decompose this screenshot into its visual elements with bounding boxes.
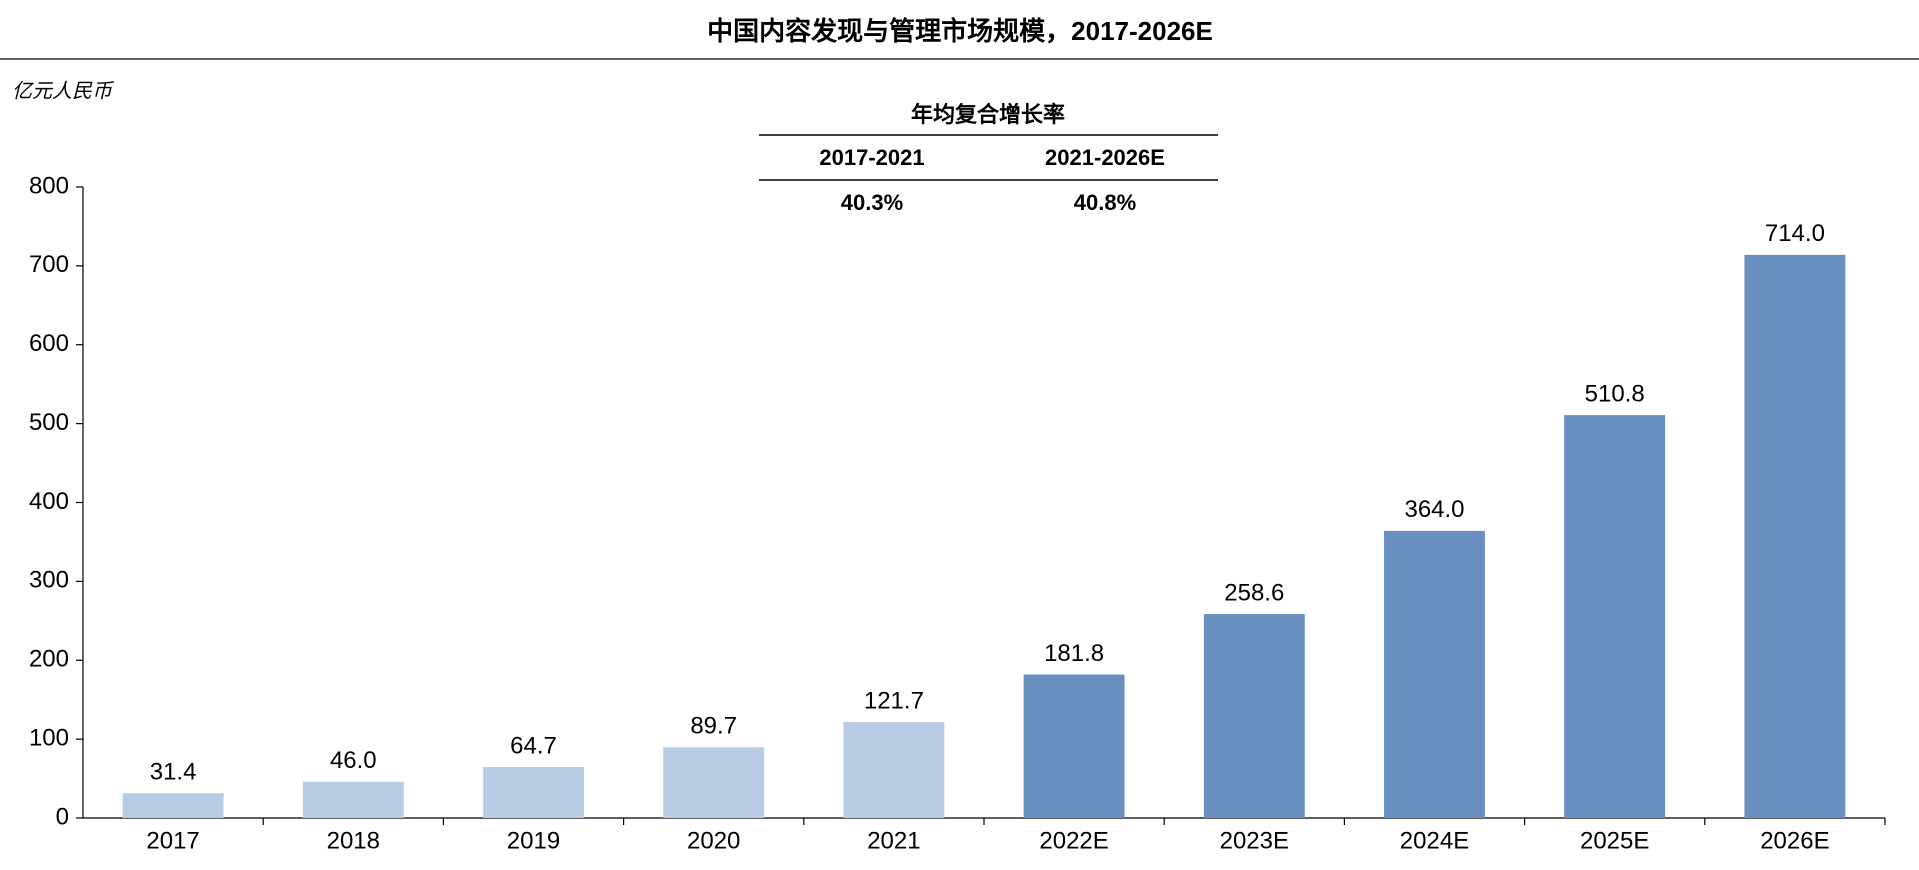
x-tick-label: 2023E bbox=[1220, 827, 1289, 854]
bar bbox=[122, 793, 224, 818]
y-tick-label: 100 bbox=[29, 724, 69, 751]
y-tick-label: 700 bbox=[29, 251, 69, 278]
bar bbox=[302, 781, 404, 818]
x-tick-label: 2021 bbox=[867, 827, 920, 854]
y-tick-label: 500 bbox=[29, 409, 69, 436]
y-tick-label: 800 bbox=[29, 172, 69, 199]
value-label: 31.4 bbox=[150, 759, 197, 786]
bar bbox=[1744, 254, 1846, 818]
cagr-value: 40.3% bbox=[841, 190, 903, 215]
value-label: 714.0 bbox=[1765, 220, 1825, 247]
x-tick-label: 2022E bbox=[1039, 827, 1108, 854]
value-label: 64.7 bbox=[510, 732, 557, 759]
x-tick-label: 2024E bbox=[1400, 827, 1469, 854]
cagr-title: 年均复合增长率 bbox=[911, 102, 1065, 127]
bar bbox=[1023, 674, 1125, 818]
x-tick-label: 2026E bbox=[1760, 827, 1829, 854]
x-tick-label: 2025E bbox=[1580, 827, 1649, 854]
value-label: 510.8 bbox=[1585, 380, 1645, 407]
cagr-column: 2021-2026E bbox=[1045, 145, 1165, 170]
bar bbox=[1203, 614, 1305, 818]
y-tick-label: 0 bbox=[56, 803, 69, 830]
value-label: 121.7 bbox=[864, 687, 924, 714]
cagr-column: 2017-2021 bbox=[819, 145, 924, 170]
y-axis-unit: 亿元人民币 bbox=[12, 80, 115, 102]
chart-title: 中国内容发现与管理市场规模，2017-2026E bbox=[707, 16, 1213, 46]
bar bbox=[1384, 530, 1485, 818]
bar bbox=[663, 747, 765, 818]
x-tick-label: 2018 bbox=[327, 827, 380, 854]
y-tick-label: 300 bbox=[29, 567, 69, 594]
bar bbox=[843, 722, 945, 818]
y-tick-label: 400 bbox=[29, 488, 69, 515]
x-tick-label: 2019 bbox=[507, 827, 560, 854]
value-label: 89.7 bbox=[690, 713, 737, 740]
value-label: 46.0 bbox=[330, 747, 377, 774]
bar bbox=[483, 766, 584, 818]
value-label: 364.0 bbox=[1404, 496, 1464, 523]
x-tick-label: 2020 bbox=[687, 827, 740, 854]
x-tick-label: 2017 bbox=[146, 827, 199, 854]
bar bbox=[1564, 415, 1666, 818]
value-label: 181.8 bbox=[1044, 640, 1104, 667]
value-label: 258.6 bbox=[1224, 579, 1284, 606]
y-tick-label: 600 bbox=[29, 330, 69, 357]
cagr-value: 40.8% bbox=[1074, 190, 1136, 215]
y-tick-label: 200 bbox=[29, 646, 69, 673]
